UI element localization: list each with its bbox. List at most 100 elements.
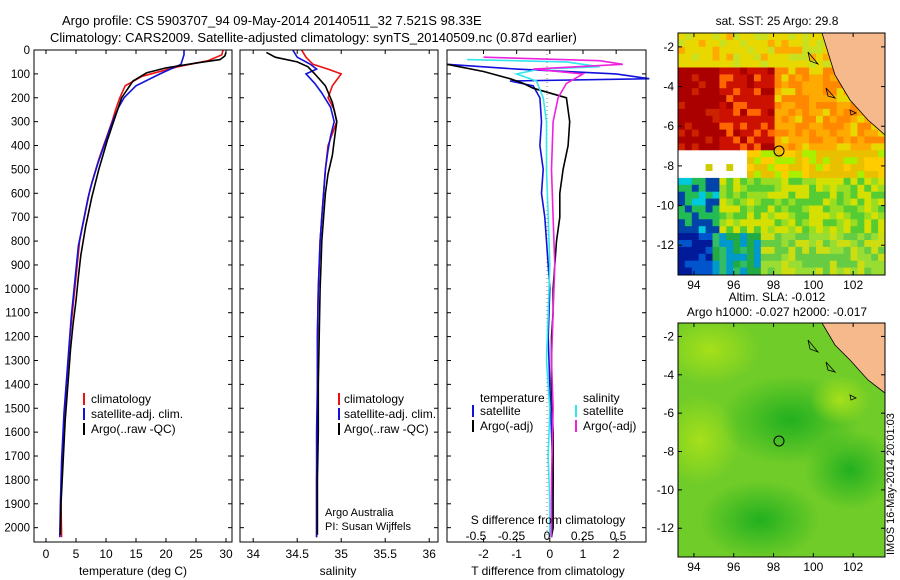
salinity-xtick-label: 34.5 — [286, 547, 310, 561]
temperature-series-2-line — [59, 52, 227, 535]
s-diff-tick-label: -0.25 — [498, 529, 526, 543]
temperature-xtick-label: 25 — [189, 547, 203, 561]
sla-field — [678, 323, 885, 557]
depth-tick-label: 1300 — [4, 355, 30, 367]
depth-tick-label: 1800 — [4, 475, 30, 487]
temperature-series-0-line — [60, 49, 224, 538]
header-line1: Argo profile: CS 5903707_94 09-May-2014 … — [62, 13, 482, 28]
depth-tick-label: 1500 — [4, 403, 30, 415]
salinity-xtick-label: 34 — [247, 547, 261, 561]
depth-tick-label: 1100 — [5, 308, 30, 320]
sla-map-lon-tick-label: 98 — [767, 560, 781, 574]
sst-map-lon-tick-label: 96 — [727, 278, 741, 292]
annotation-argo-australia: Argo Australia — [325, 507, 394, 519]
temperature-xtick-label: 20 — [159, 547, 173, 561]
salinity-xtick-label: 35.5 — [374, 547, 398, 561]
sla-map-lon-tick-label: 102 — [843, 560, 863, 574]
annotation-pi: PI: Susan Wijffels — [325, 521, 411, 533]
salinity-xtick-label: 35 — [335, 547, 349, 561]
depth-tick-label: 1700 — [4, 451, 30, 463]
temperature-xtick-label: 10 — [99, 547, 113, 561]
sst-map-title: sat. SST: 25 Argo: 29.8 — [716, 14, 839, 28]
sst-map: sat. SST: 25 Argo: 29.8 94 96 98 100 102 -2 -4… — [657, 14, 886, 292]
argo-float-marker — [773, 435, 785, 447]
sla-map-lon-tick-label: 96 — [727, 560, 741, 574]
diff-legend-s-satellite: satellite — [583, 404, 624, 418]
diff-legend-s-argo: Argo(-adj) — [583, 419, 636, 433]
sla-map-lon-tick-label: 100 — [803, 560, 823, 574]
sst-map-lat-tick-label: -8 — [663, 159, 674, 173]
depth-tick-label: 1400 — [4, 379, 30, 391]
depth-tick-label: 1000 — [4, 284, 30, 296]
t-difference-label: T difference from climatology — [471, 564, 625, 578]
temperature-panel: 0 100 200 300 400 500 600 700 800 900 1000 1100 1200… — [4, 45, 233, 578]
imos-timestamp: IMOS 16-May-2014 20:01:03 — [885, 413, 897, 555]
depth-tick-label: 2000 — [4, 523, 30, 535]
temp-legend-argo: Argo(..raw -QC) — [91, 422, 176, 436]
difference-legend: temperature satellite Argo(-adj) salinit… — [472, 391, 636, 433]
salinity-series-2-line — [266, 51, 338, 535]
diff-legend-temperature-title: temperature — [480, 391, 545, 405]
depth-tick-label: 1600 — [4, 427, 30, 439]
sla-map-lat-tick-label: -6 — [663, 406, 674, 420]
depth-tick-label: 600 — [11, 188, 30, 200]
diff-legend-t-satellite: satellite — [480, 404, 521, 418]
s-diff-tick-label: 0 — [544, 529, 551, 543]
sst-map-lat-tick-label: -10 — [657, 199, 675, 213]
land-sumatra — [822, 33, 885, 135]
depth-tick-label: 1200 — [4, 332, 30, 344]
sst-map-lat-tick-label: -12 — [657, 238, 675, 252]
salinity-series-1-line — [292, 49, 336, 538]
depth-tick-label: 700 — [11, 212, 30, 224]
depth-tick-label: 200 — [11, 93, 30, 105]
temperature-xtick-label: 15 — [129, 547, 143, 561]
salinity-legend: climatology satellite-adj. clim. Argo(..… — [338, 392, 436, 436]
sla-map-title: Altim. SLA: -0.012 — [729, 290, 826, 304]
land-sumatra — [822, 323, 885, 393]
sla-map-lat-tick-label: -4 — [663, 368, 674, 382]
depth-tick-label: 500 — [11, 164, 30, 176]
depth-tick-label: 300 — [11, 117, 30, 129]
difference-panel: -2 -1 0 1 2 -0.5 -0.25 0 0.25 0.5 S difference f… — [446, 49, 650, 578]
diff-legend-salinity-title: salinity — [583, 391, 620, 405]
header-line2: Climatology: CARS2009. Satellite-adjuste… — [50, 30, 577, 45]
temperature-xtick-label: 0 — [43, 547, 50, 561]
s-diff-tick-label: -0.5 — [466, 529, 487, 543]
sst-map-lat-tick-label: -6 — [663, 119, 674, 133]
depth-tick-label: 900 — [11, 260, 30, 272]
sst-map-lon-tick-label: 98 — [767, 278, 781, 292]
sla-map-subtitle: Argo h1000: -0.027 h2000: -0.017 — [687, 305, 867, 319]
sla-map-lat-tick-label: -10 — [657, 483, 675, 497]
s-diff-tick-label: 0.25 — [571, 529, 595, 543]
temp-legend-climatology: climatology — [91, 392, 151, 406]
temperature-xtick-label: 5 — [73, 547, 80, 561]
s-difference-label: S difference from climatology — [471, 513, 626, 527]
salinity-panel: 34 34.5 35 35.5 36 salinity climatology sate… — [239, 49, 439, 578]
sla-map-lat-tick-label: -2 — [663, 329, 674, 343]
depth-tick-label: 400 — [11, 141, 30, 153]
argo-float-marker — [773, 145, 785, 157]
sst-field — [678, 33, 885, 275]
sst-map-lon-tick-label: 100 — [803, 278, 823, 292]
diff-legend-t-argo: Argo(-adj) — [480, 419, 533, 433]
difference-xtick-label: -2 — [478, 547, 489, 561]
sla-map: Altim. SLA: -0.012 Argo h1000: -0.027 h2… — [657, 290, 886, 574]
sal-legend-satellite: satellite-adj. clim. — [344, 407, 436, 421]
sst-map-lat-tick-label: -4 — [663, 80, 674, 94]
sst-map-lat-tick-label: -2 — [663, 40, 674, 54]
difference-xtick-label: 1 — [580, 547, 587, 561]
depth-tick-label: 800 — [11, 236, 30, 248]
sal-legend-climatology: climatology — [344, 392, 404, 406]
salinity-xlabel: salinity — [320, 564, 357, 578]
temp-legend-satellite: satellite-adj. clim. — [91, 407, 183, 421]
difference-xtick-label: 0 — [546, 547, 553, 561]
s-diff-tick-label: 0.5 — [610, 529, 627, 543]
sla-map-lat-tick-label: -8 — [663, 445, 674, 459]
difference-series-3-line — [483, 56, 623, 538]
sst-map-lon-tick-label: 94 — [687, 278, 701, 292]
temperature-xlabel: temperature (deg C) — [79, 564, 187, 578]
sst-map-lon-tick-label: 102 — [843, 278, 863, 292]
salinity-xtick-label: 36 — [423, 547, 437, 561]
depth-tick-label: 100 — [11, 69, 30, 81]
